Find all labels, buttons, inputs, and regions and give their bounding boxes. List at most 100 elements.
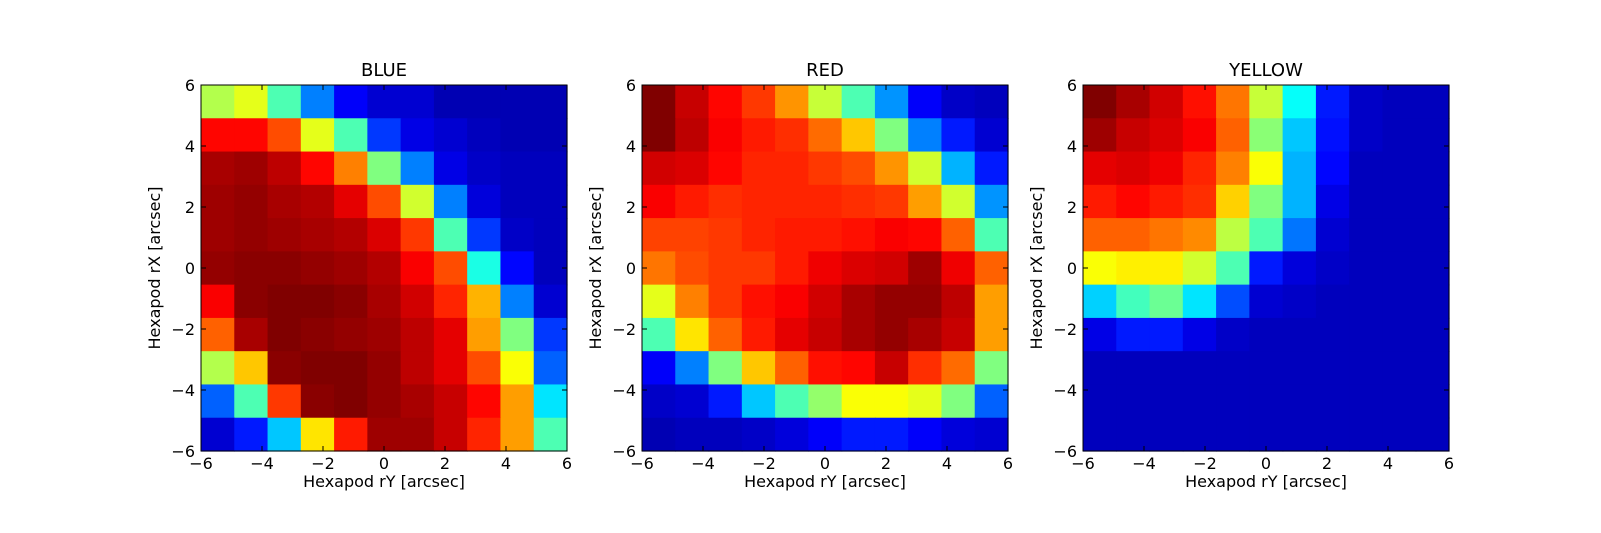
heatmap-cell: [1149, 417, 1184, 452]
heatmap-cell: [642, 218, 676, 252]
heatmap-cell: [334, 151, 368, 186]
x-tick-label: 4: [942, 454, 952, 473]
y-tick-label: 0: [1067, 259, 1077, 278]
heatmap-cell: [467, 417, 502, 452]
heatmap-cell: [1415, 417, 1450, 452]
heatmap-cell: [1249, 317, 1284, 352]
heatmap-cell: [1282, 151, 1317, 186]
heatmap-cell: [708, 317, 743, 352]
heatmap-cell: [400, 151, 435, 186]
x-tick-label: −2: [1193, 454, 1217, 473]
y-tick-label: 6: [626, 76, 636, 95]
heatmap-cell: [1415, 251, 1450, 286]
heatmap-cell: [433, 118, 468, 153]
heatmap-cell: [808, 85, 843, 119]
heatmap-cell: [1216, 284, 1250, 319]
heatmap-cell: [533, 151, 568, 186]
heatmap-cell: [1116, 317, 1151, 352]
heatmap-cell: [908, 384, 943, 419]
heatmap-cell: [874, 218, 909, 252]
x-tick-label: 0: [820, 454, 830, 473]
heatmap-cell: [1315, 317, 1350, 352]
heatmap-cell: [334, 417, 368, 452]
heatmap-cell: [1182, 417, 1217, 452]
heatmap-cell: [974, 151, 1009, 186]
heatmap-cell: [974, 317, 1009, 352]
heatmap-cell: [808, 184, 843, 219]
heatmap-cell: [642, 151, 676, 186]
heatmap-cell: [1415, 351, 1450, 386]
heatmap-cells: [642, 85, 1009, 452]
heatmap-cell: [1083, 284, 1117, 319]
y-tick-label: −2: [171, 320, 195, 339]
heatmap-cell: [1149, 284, 1184, 319]
heatmap-cell: [708, 351, 743, 386]
y-tick-label: −4: [1053, 381, 1077, 400]
heatmap-cell: [1382, 184, 1417, 219]
heatmap-cell: [808, 218, 843, 252]
heatmap-cell: [1249, 218, 1284, 252]
heatmap-cell: [808, 317, 843, 352]
heatmap-cell: [908, 218, 943, 252]
heatmap-cell: [1149, 85, 1184, 119]
x-axis-label: Hexapod rY [arcsec]: [744, 472, 906, 491]
heatmap-cell: [941, 351, 976, 386]
heatmap-cell: [400, 384, 435, 419]
heatmap-cell: [500, 184, 535, 219]
heatmap-cell: [874, 85, 909, 119]
heatmap-cell: [708, 251, 743, 286]
heatmap-cell: [1149, 118, 1184, 153]
heatmap-cell: [1083, 151, 1117, 186]
heatmap-cell: [1382, 118, 1417, 153]
heatmap-cell: [1415, 284, 1450, 319]
heatmap-cell: [1415, 218, 1450, 252]
heatmap-cell: [267, 384, 302, 419]
heatmap-cell: [908, 118, 943, 153]
heatmap-cell: [1282, 251, 1317, 286]
heatmap-cell: [642, 317, 676, 352]
heatmap-cell: [234, 218, 269, 252]
heatmap-cell: [1282, 85, 1317, 119]
heatmap-cell: [533, 284, 568, 319]
heatmap-cell: [334, 284, 368, 319]
heatmap-cell: [1315, 218, 1350, 252]
heatmap-cell: [708, 184, 743, 219]
heatmap-cell: [201, 417, 235, 452]
heatmap-cell: [234, 417, 269, 452]
heatmap-cell: [267, 251, 302, 286]
heatmap-cell: [300, 351, 335, 386]
heatmap-cell: [367, 317, 402, 352]
heatmap-cells: [1083, 85, 1450, 452]
heatmap-cell: [201, 251, 235, 286]
heatmap-cell: [400, 118, 435, 153]
heatmap-cell: [708, 85, 743, 119]
heatmap-cell: [775, 317, 809, 352]
heatmap-cell: [500, 284, 535, 319]
heatmap-cell: [300, 218, 335, 252]
heatmap-cell: [533, 85, 568, 119]
y-tick-label: −4: [171, 381, 195, 400]
heatmap-cell: [267, 151, 302, 186]
heatmap-cell: [533, 118, 568, 153]
heatmap-cell: [708, 151, 743, 186]
heatmap-cell: [1349, 317, 1384, 352]
heatmap-cell: [908, 184, 943, 219]
heatmap-cell: [841, 384, 876, 419]
heatmap-cell: [1315, 151, 1350, 186]
heatmap-cell: [1216, 184, 1250, 219]
heatmap-cell: [1382, 384, 1417, 419]
y-axis-label: Hexapod rX [arcsec]: [1027, 187, 1046, 350]
heatmap-cell: [300, 151, 335, 186]
heatmap-cell: [1116, 218, 1151, 252]
heatmap-cell: [941, 284, 976, 319]
heatmap-cell: [1415, 151, 1450, 186]
heatmap-cell: [1282, 184, 1317, 219]
heatmap-cell: [500, 118, 535, 153]
heatmap-cell: [841, 85, 876, 119]
heatmap-cell: [1349, 85, 1384, 119]
chart-title: RED: [806, 60, 844, 81]
heatmap-cell: [642, 351, 676, 386]
heatmap-cell: [334, 218, 368, 252]
heatmap-cell: [1216, 251, 1250, 286]
heatmap-cell: [1382, 151, 1417, 186]
